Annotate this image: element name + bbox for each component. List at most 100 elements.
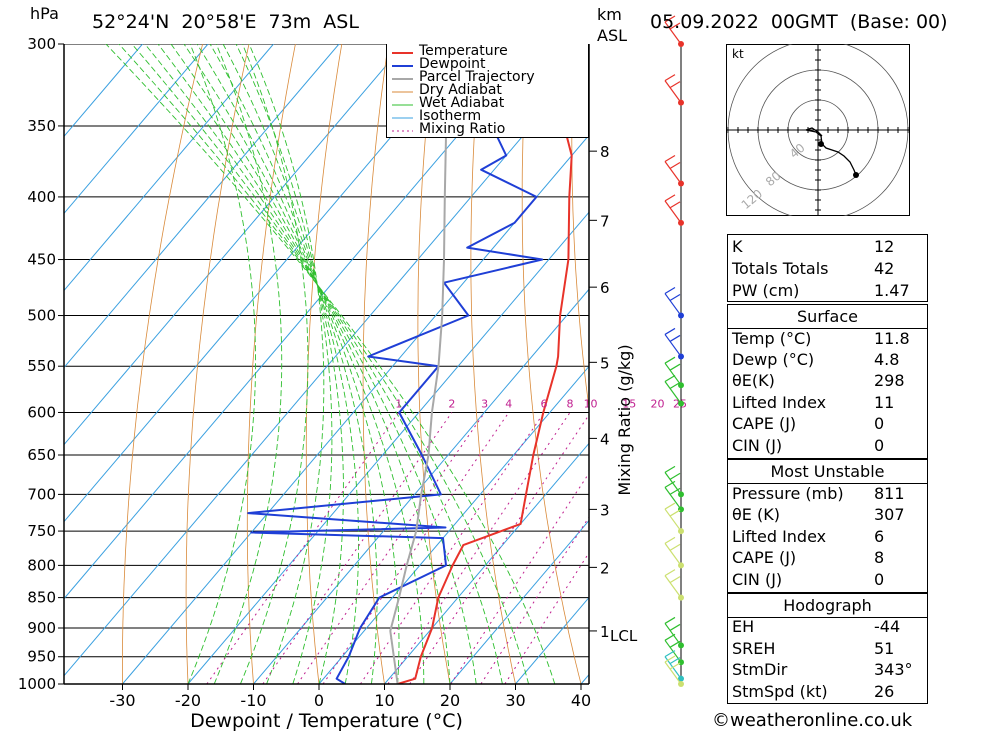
wind-barb — [664, 661, 682, 685]
temp-label: 0 — [314, 691, 324, 710]
temp-label: -30 — [109, 691, 135, 710]
temp-label: 20 — [440, 691, 460, 710]
wet-adiabat-line — [222, 44, 344, 684]
pressure-label-650: 650 — [27, 446, 56, 464]
wind-barb-feather — [664, 655, 676, 663]
wind-barb-feather — [664, 650, 676, 658]
pressure-label-600: 600 — [27, 403, 56, 421]
wet-adiabat-line — [248, 44, 325, 684]
wind-barb-feather — [664, 465, 676, 473]
wind-barb-feather — [669, 334, 681, 342]
surface-panel: Surface Temp (°C) 11.8 Dewp (°C) 4.8 θE(K)… — [727, 304, 928, 459]
hodograph-unit: kt — [732, 47, 744, 61]
hodograph-start-point — [818, 141, 824, 147]
isotherm-line — [64, 57, 589, 677]
mixing-ratio-line — [359, 412, 545, 684]
wind-barb-feather — [664, 154, 676, 162]
wind-barb — [664, 575, 682, 598]
mixing-ratio-label: 15 — [622, 397, 636, 410]
indices-panel: K 12 Totals Totals 42 PW (cm) 1.47 — [727, 234, 928, 302]
isotherm-line — [122, 134, 589, 684]
km-label-8: 8 — [600, 143, 610, 161]
km-label-1: 1 — [600, 623, 610, 641]
wet-adiabat-line — [183, 44, 400, 684]
most-unstable-title: Most Unstable — [770, 462, 885, 481]
asl-label: ASL — [597, 26, 628, 45]
wind-barb-feather — [669, 509, 681, 517]
mu-row-li: Lifted Index 6 — [732, 527, 885, 546]
wind-barb-feather — [664, 356, 676, 364]
x-axis-title: Dewpoint / Temperature (°C) — [190, 710, 463, 732]
legend-mixing-ratio: Mixing Ratio — [419, 121, 506, 137]
wind-barb-feather — [669, 472, 681, 480]
wet-adiabat-line — [196, 44, 378, 684]
km-label-4: 4 — [600, 430, 610, 448]
isotherm-line — [318, 365, 589, 684]
km-label: km — [597, 5, 622, 24]
footer-credit: ©weatheronline.co.uk — [712, 710, 913, 731]
wind-barb-feather — [669, 363, 681, 371]
wind-barb-feather — [664, 633, 676, 641]
wind-barb — [664, 21, 682, 45]
wind-barb-feather — [669, 161, 681, 169]
wind-barb — [664, 381, 682, 404]
hodograph-table-panel: Hodograph EH -44 SREH 51 StmDir 343° StmSpd… — [727, 593, 928, 704]
legend-isotherm: Isotherm — [419, 108, 482, 124]
dry-adiabat-line — [992, 44, 1000, 684]
mixing-ratio-line — [387, 412, 571, 684]
surface-row-cin: CIN (J) 0 — [732, 436, 885, 455]
dry-adiabat-line — [362, 44, 389, 684]
dry-adiabat-line — [185, 44, 250, 684]
dry-adiabat-line — [305, 44, 343, 684]
mu-row-thetae: θE (K) 307 — [732, 505, 905, 524]
pressure-label-450: 450 — [27, 251, 56, 269]
wind-barb-feather — [664, 194, 676, 202]
series-temperature — [397, 44, 576, 684]
wind-barb — [664, 80, 682, 104]
wet-adiabat-line — [157, 44, 451, 684]
mixing-ratio-label: 2 — [448, 397, 455, 410]
wind-barb-feather — [664, 375, 676, 383]
wind-barb — [664, 487, 682, 510]
legend: Temperature Dewpoint Parcel Trajectory D… — [386, 44, 589, 138]
pressure-label-400: 400 — [27, 188, 56, 206]
wet-adiabat-line — [170, 44, 425, 684]
km-label-5: 5 — [600, 354, 610, 372]
hodograph-table-title: Hodograph — [783, 596, 872, 615]
wet-adiabat-line — [239, 44, 309, 684]
isotherm-line — [64, 44, 274, 292]
pressure-label-750: 750 — [27, 522, 56, 540]
mixing-ratio-label: 1 — [395, 397, 402, 410]
isotherm-line — [64, 44, 536, 600]
legend-wet-adiabat: Wet Adiabat — [419, 95, 505, 111]
km-label-2: 2 — [600, 559, 610, 577]
wind-barb-feather — [664, 15, 676, 23]
mixing-ratio-line — [409, 413, 589, 684]
wind-barb — [664, 362, 682, 386]
mixing-ratio-line — [322, 412, 510, 684]
hodograph-end-point — [853, 172, 859, 178]
isotherm-line — [253, 288, 589, 684]
wind-barb-feather — [664, 74, 676, 82]
wind-barb-feather — [669, 487, 681, 495]
wind-barb-feather — [664, 502, 676, 510]
wet-adiabat-line — [213, 44, 283, 684]
hodo-row-stmspd: StmSpd (kt) 26 — [732, 682, 895, 701]
dry-adiabat-line — [945, 44, 1000, 684]
mixing-ratio-line — [262, 412, 453, 684]
temp-label: -10 — [240, 691, 266, 710]
mixing-ratio-label: 20 — [651, 397, 665, 410]
wind-barb-feather — [664, 569, 676, 577]
surface-row-dewp: Dewp (°C) 4.8 — [732, 350, 900, 369]
mixing-ratio-line — [206, 412, 400, 684]
wind-barb-feather — [669, 662, 681, 670]
pressure-label-800: 800 — [27, 556, 56, 574]
surface-row-li: Lifted Index 11 — [732, 393, 895, 412]
surface-title: Surface — [797, 307, 858, 326]
wind-barb-feather — [664, 480, 676, 488]
pressure-label-950: 950 — [27, 648, 56, 666]
wind-barb-feather — [669, 640, 681, 648]
temp-label: 30 — [505, 691, 525, 710]
pressure-label-1000: 1000 — [18, 675, 56, 693]
